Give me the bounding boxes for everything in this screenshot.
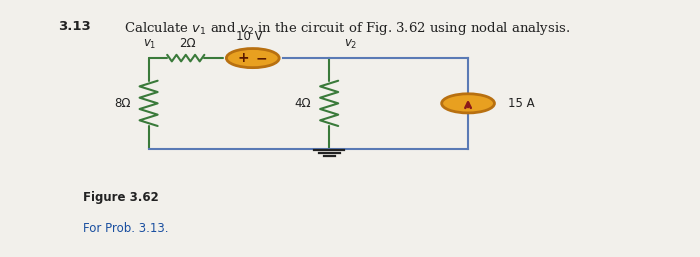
Text: $v_1$: $v_1$ xyxy=(144,38,157,51)
Text: 4Ω: 4Ω xyxy=(295,97,311,110)
Text: 15 A: 15 A xyxy=(508,97,535,110)
Text: +: + xyxy=(238,51,250,65)
Text: −: − xyxy=(256,52,267,66)
Circle shape xyxy=(226,49,279,68)
Text: Figure 3.62: Figure 3.62 xyxy=(83,191,158,204)
Text: 2Ω: 2Ω xyxy=(179,37,196,50)
Text: For Prob. 3.13.: For Prob. 3.13. xyxy=(83,222,168,235)
Text: 10 V: 10 V xyxy=(236,30,262,42)
Text: Calculate $v_1$ and $v_2$ in the circuit of Fig. 3.62 using nodal analysis.: Calculate $v_1$ and $v_2$ in the circuit… xyxy=(125,20,570,37)
Circle shape xyxy=(442,94,494,113)
Text: $v_2$: $v_2$ xyxy=(344,38,358,51)
Text: 3.13: 3.13 xyxy=(58,20,91,33)
Text: 8Ω: 8Ω xyxy=(114,97,130,110)
